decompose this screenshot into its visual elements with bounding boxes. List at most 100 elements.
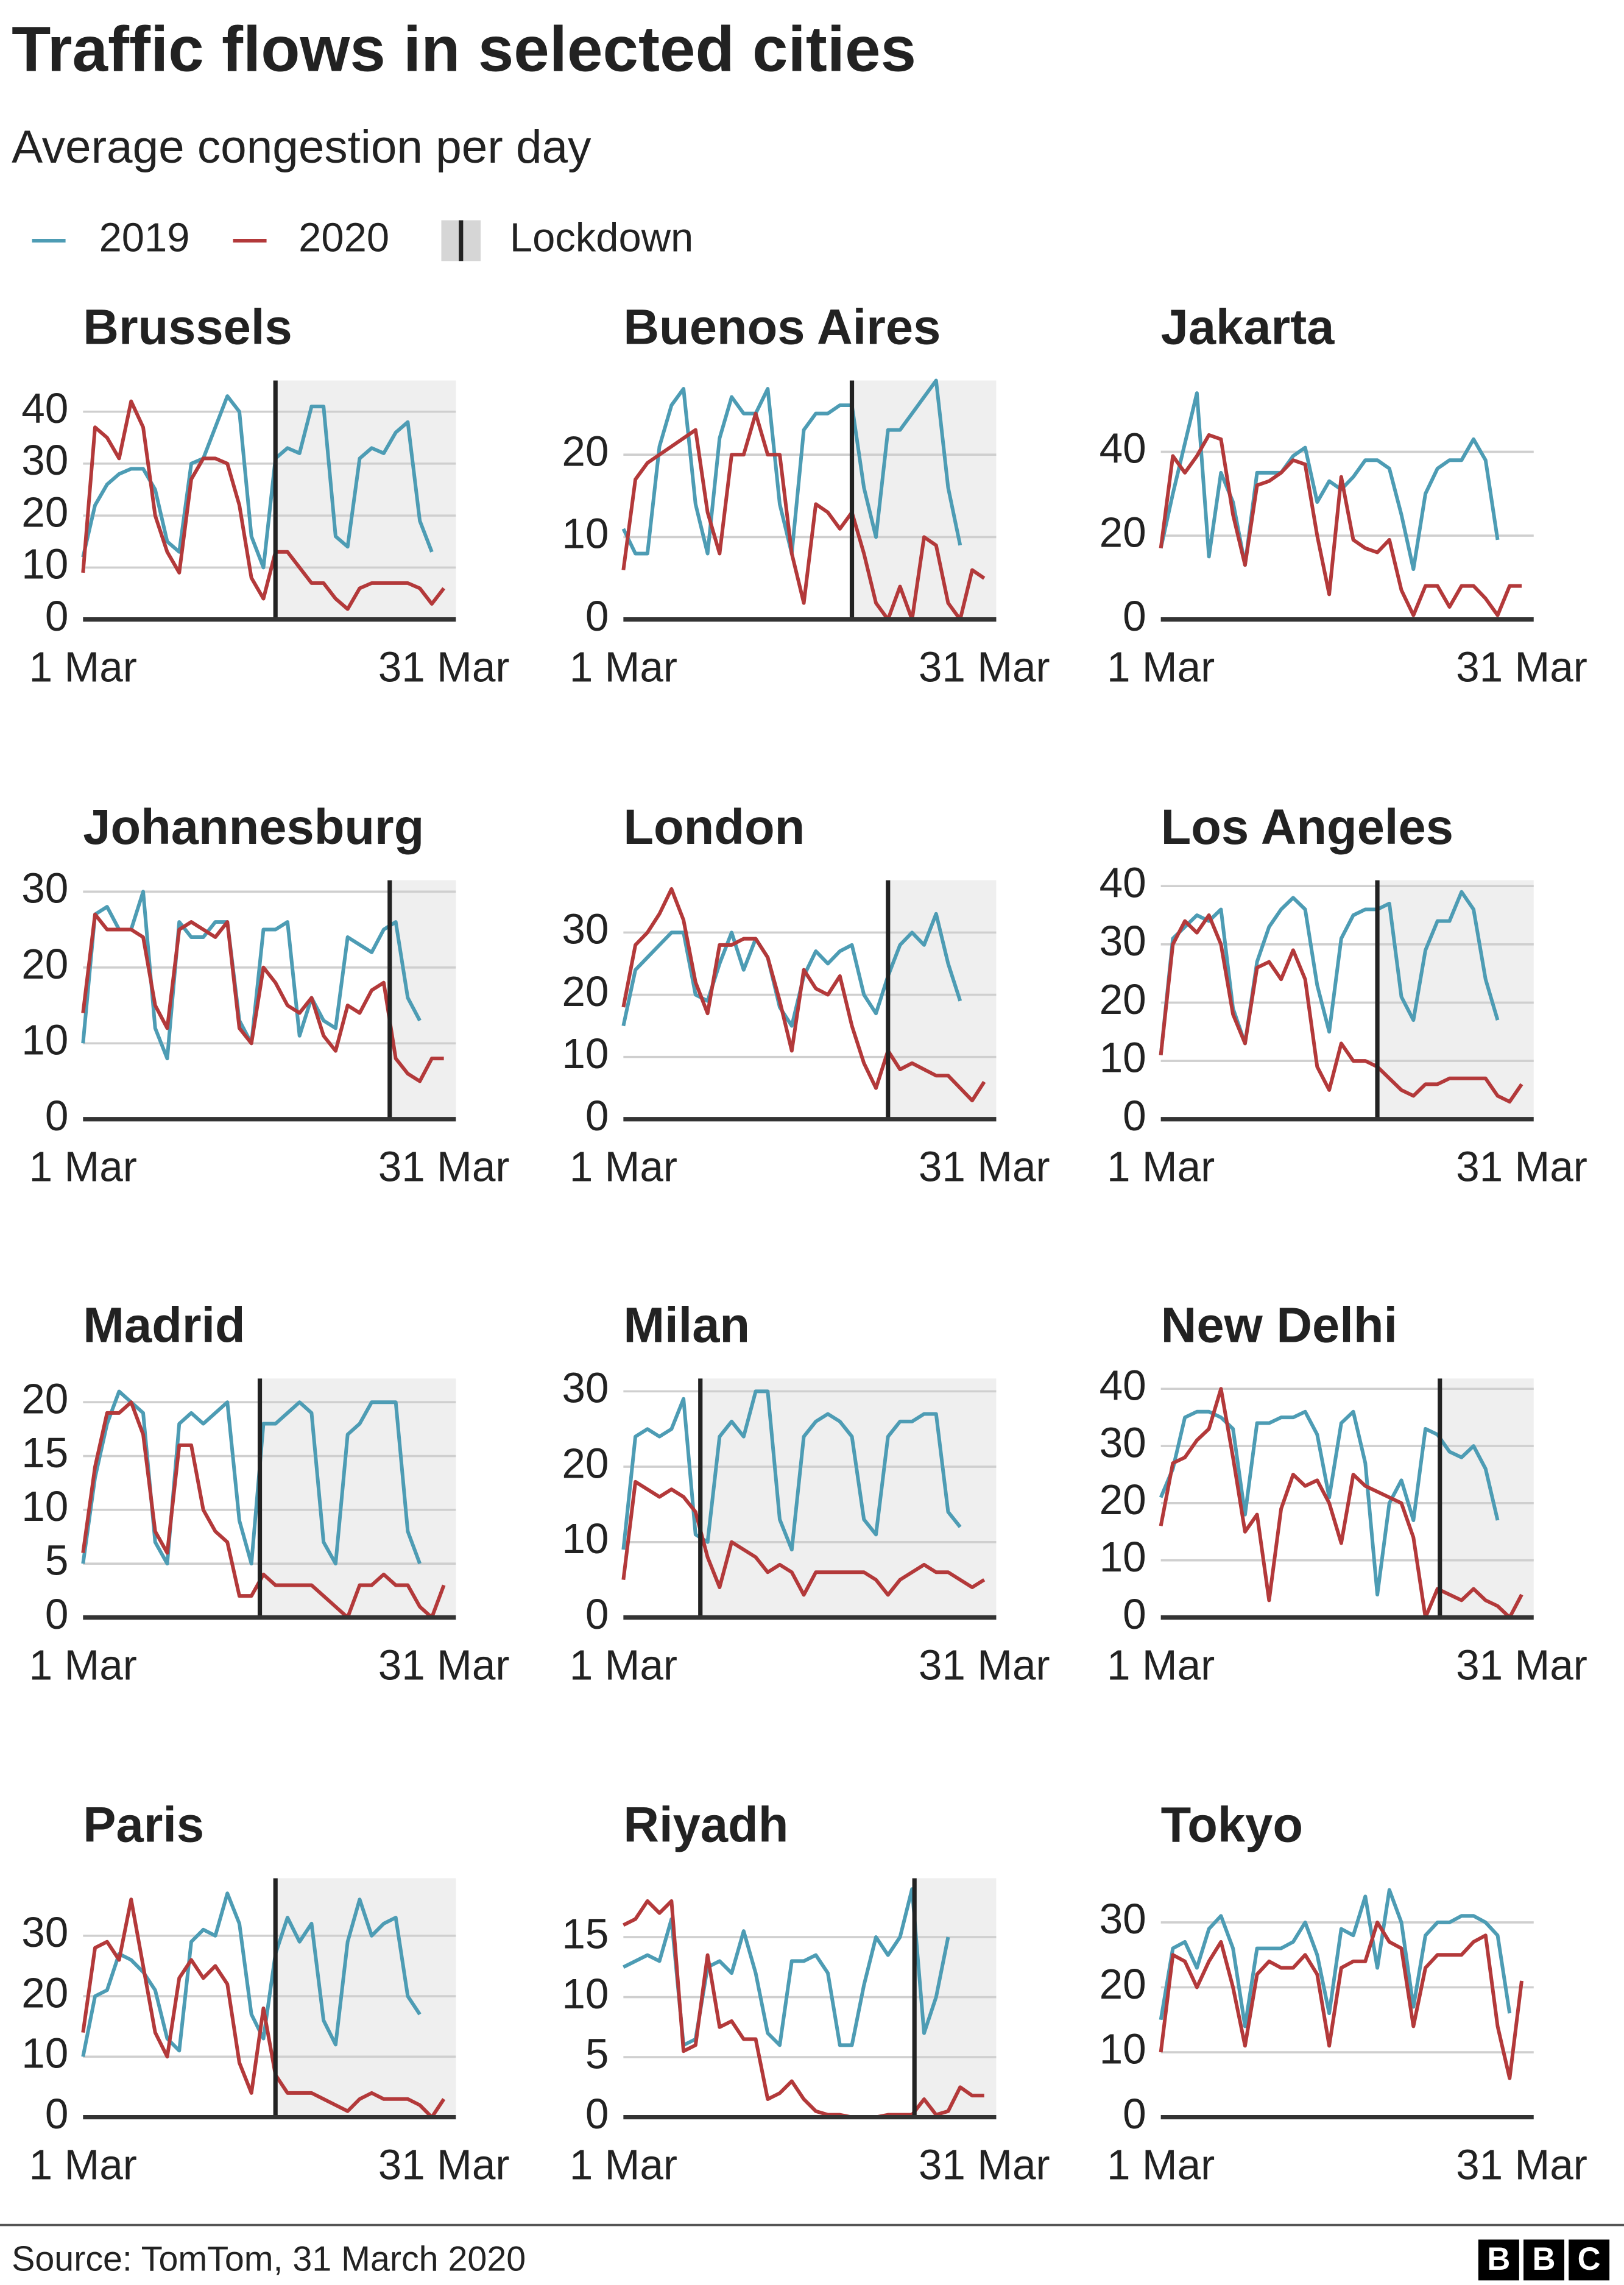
panel-title: London (623, 799, 805, 855)
x-tick-label: 31 Mar (919, 643, 1050, 691)
panel: Johannesburg 0 10 20 30 1 Mar 31 Mar (21, 799, 509, 1191)
panel: London 0 10 20 30 1 Mar 31 Mar (562, 799, 1050, 1191)
x-tick-label: 1 Mar (29, 2141, 137, 2189)
y-tick-label: 40 (1100, 1362, 1146, 1409)
y-tick-label: 10 (1100, 2025, 1146, 2072)
logo-box (1478, 2239, 1519, 2281)
x-tick-label: 1 Mar (1107, 1143, 1215, 1191)
series-line (621, 1479, 986, 1597)
y-tick-label: 0 (45, 2090, 69, 2138)
y-tick-label: 30 (1100, 1895, 1146, 1943)
y-tick-label: 0 (585, 2090, 609, 2138)
panel-title: Tokyo (1161, 1798, 1303, 1853)
panel: Buenos Aires 0 10 20 1 Mar 31 Mar (562, 300, 1050, 691)
panel-title: Milan (623, 1298, 750, 1353)
panel-title: Paris (83, 1798, 204, 1853)
series-line (623, 1899, 984, 2119)
x-tick-label: 31 Mar (919, 1143, 1050, 1191)
series-line (1159, 890, 1500, 1055)
logo-box (1523, 2239, 1564, 2281)
series-line (621, 411, 986, 622)
y-tick-label: 0 (585, 592, 609, 640)
y-tick-label: 30 (562, 905, 609, 953)
legend-label: 2020 (298, 215, 389, 261)
y-tick-label: 20 (1100, 1960, 1146, 2008)
panel: Jakarta 0 20 40 1 Mar 31 Mar (1100, 300, 1587, 691)
x-tick-label: 31 Mar (919, 2141, 1050, 2189)
y-tick-label: 15 (21, 1429, 68, 1476)
y-tick-label: 10 (562, 1515, 609, 1562)
y-tick-label: 20 (1100, 1476, 1146, 1523)
panel: Tokyo 0 10 20 30 1 Mar 31 Mar (1100, 1798, 1587, 2189)
lockdown-shade (852, 380, 997, 620)
x-tick-label: 31 Mar (1456, 2141, 1587, 2189)
y-tick-label: 0 (45, 592, 69, 640)
x-tick-label: 1 Mar (1107, 2141, 1215, 2189)
title: Traffic flows in selected cities (12, 14, 916, 85)
legend: 2019 2020 Lockdown (32, 215, 693, 261)
y-tick-label: 20 (21, 1969, 68, 2016)
series-line (81, 1400, 446, 1620)
panel: Riyadh 0 5 10 15 1 Mar 31 Mar (562, 1798, 1050, 2189)
logo-box (1569, 2239, 1610, 2281)
y-tick-label: 10 (1100, 1533, 1146, 1581)
subtitle: Average congestion per day (12, 121, 591, 173)
panel: Madrid 0 5 10 15 20 1 Mar 31 Mar (21, 1298, 509, 1689)
x-tick-label: 31 Mar (378, 1143, 510, 1191)
y-tick-label: 20 (21, 1375, 68, 1423)
panel-title: New Delhi (1161, 1298, 1397, 1353)
y-tick-label: 0 (1123, 1092, 1146, 1139)
series-line (621, 887, 986, 1103)
panel-title: Los Angeles (1161, 799, 1453, 855)
lockdown-shade (888, 880, 997, 1119)
series-line (81, 399, 446, 611)
y-tick-label: 10 (21, 1016, 68, 1064)
y-tick-label: 40 (21, 384, 68, 432)
panel: New Delhi 0 10 20 30 40 1 Mar 31 Mar (1100, 1298, 1587, 1689)
x-tick-label: 31 Mar (1456, 643, 1587, 691)
panel-title: Madrid (83, 1298, 245, 1353)
y-tick-label: 10 (21, 540, 68, 588)
y-tick-label: 30 (562, 1364, 609, 1412)
x-tick-label: 31 Mar (378, 643, 510, 691)
panel-title: Johannesburg (83, 799, 424, 855)
y-tick-label: 5 (585, 2030, 609, 2077)
y-tick-label: 30 (1100, 1419, 1146, 1466)
y-tick-label: 10 (1100, 1033, 1146, 1081)
y-tick-label: 30 (21, 436, 68, 484)
x-tick-label: 1 Mar (29, 1143, 137, 1191)
x-tick-label: 1 Mar (570, 1641, 677, 1688)
legend-label: Lockdown (510, 215, 693, 261)
panel-title: Jakarta (1161, 300, 1335, 355)
series-line (81, 1897, 446, 2119)
series-line (1159, 913, 1523, 1104)
lockdown-shade (259, 1378, 456, 1618)
y-tick-label: 40 (1100, 859, 1146, 906)
y-tick-label: 0 (585, 1590, 609, 1638)
source: Source: TomTom, 31 March 2020 (12, 2239, 526, 2278)
x-tick-label: 1 Mar (29, 643, 137, 691)
logo-letter: B (1487, 2241, 1510, 2277)
y-tick-label: 20 (1100, 976, 1146, 1023)
panel-title: Riyadh (623, 1798, 788, 1853)
series-line (621, 912, 962, 1028)
logo: B B C (1478, 2239, 1610, 2281)
panel-title: Brussels (83, 300, 292, 355)
logo-letter: C (1578, 2241, 1601, 2277)
x-tick-label: 1 Mar (570, 2141, 677, 2189)
series-line (621, 1389, 962, 1552)
series-line (1159, 1920, 1523, 2080)
y-tick-label: 30 (21, 865, 68, 912)
panel: Milan 0 10 20 30 1 Mar 31 Mar (562, 1298, 1050, 1689)
y-tick-label: 5 (45, 1536, 69, 1584)
x-tick-label: 31 Mar (919, 1641, 1050, 1688)
logo-letter: B (1533, 2241, 1556, 2277)
panel-title: Buenos Aires (623, 300, 941, 355)
series-line (81, 1891, 422, 2057)
y-tick-label: 15 (562, 1910, 609, 1957)
y-tick-label: 10 (562, 1030, 609, 1077)
y-tick-label: 20 (562, 1439, 609, 1487)
